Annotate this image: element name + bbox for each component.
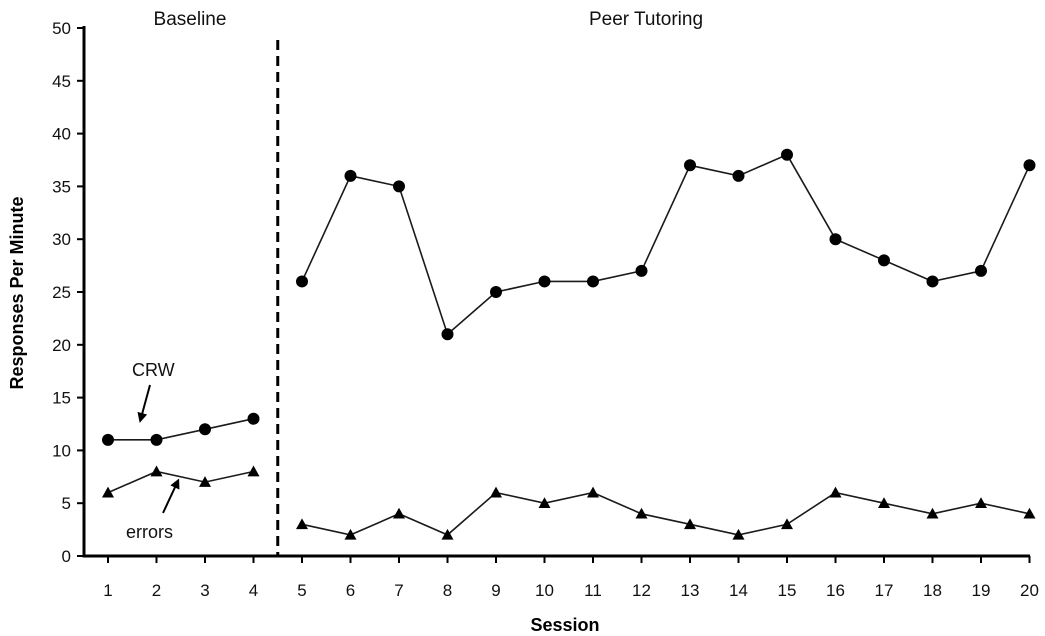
data-point [247,412,260,425]
data-point [393,180,405,193]
y-axis-title: Responses Per Minute [7,196,27,389]
x-tick-label: 2 [152,581,161,600]
series-line [107,470,254,494]
annotation-crw-arrow [137,384,151,423]
y-tick-label: 35 [52,177,71,196]
x-tick-label: 20 [1020,581,1039,600]
data-point [490,486,502,498]
data-point [490,286,502,298]
data-point [975,264,987,277]
x-tick-label: 17 [875,581,894,600]
data-point [393,507,405,519]
data-point [635,264,648,277]
x-tick-label: 7 [394,581,403,600]
data-point [344,169,357,182]
series-errors [102,465,1036,540]
data-point [150,433,163,446]
data-point [102,433,114,446]
data-point [587,486,599,498]
data-point [829,486,842,498]
data-point [296,518,308,530]
data-point [441,328,454,341]
series-line [301,491,1030,536]
data-point [926,275,939,288]
series-line [301,153,1031,336]
data-point [247,465,260,477]
data-point [878,497,890,508]
y-tick-label: 30 [52,230,71,249]
data-point [199,476,211,487]
y-tick-label: 45 [52,72,71,91]
x-tick-label: 4 [249,581,258,600]
y-tick-label: 0 [62,547,71,566]
data-point [781,148,793,161]
data-point [1023,159,1036,172]
data-point [296,275,308,288]
x-tick-label: 19 [972,581,991,600]
x-tick-label: 5 [297,581,306,600]
data-point [732,169,745,182]
annotation-errors-label: errors [126,522,173,542]
y-tick-label: 15 [52,389,71,408]
x-tick-label: 8 [443,581,452,600]
annotation-errors-arrow [162,478,180,514]
data-point [538,275,551,288]
y-tick-label: 20 [52,336,71,355]
x-tick-label: 16 [826,581,845,600]
data-point [829,233,842,246]
x-tick-label: 15 [778,581,797,600]
y-tick-label: 5 [62,494,71,513]
x-tick-label: 12 [632,581,651,600]
x-tick-label: 11 [584,581,602,600]
data-point [975,497,987,508]
y-tick-label: 40 [52,125,71,144]
y-tick-label: 10 [52,441,71,460]
data-point [878,254,890,267]
data-point [1023,507,1036,519]
data-point [199,423,211,436]
x-tick-label: 3 [200,581,209,600]
data-point [926,507,939,519]
y-axis-ticks: 0 5 10 15 20 25 30 35 40 45 50 [52,19,84,566]
data-point [684,159,696,172]
x-axis-title: Session [530,615,599,635]
y-tick-label: 25 [52,283,71,302]
x-tick-label: 6 [346,581,355,600]
data-point [587,275,599,288]
x-tick-label: 1 [103,581,112,600]
annotation-crw-label: CRW [132,360,175,380]
series-crw [102,148,1036,446]
data-point [635,507,648,519]
phase-label-baseline: Baseline [154,9,227,30]
y-tick-label: 50 [52,19,71,38]
data-point [781,518,793,530]
x-tick-label: 9 [491,581,500,600]
data-point [441,528,454,540]
series-line [108,417,254,441]
data-point [538,497,551,508]
data-point [344,528,357,540]
x-axis-ticks: 1 2 3 4 5 6 7 8 9 10 11 12 13 14 15 16 17 18 19 20 [103,556,1039,600]
x-tick-label: 14 [729,581,748,600]
data-point [684,518,696,530]
series-layer [102,148,1036,540]
x-tick-label: 18 [923,581,942,600]
phase-label-peer-tutoring: Peer Tutoring [589,9,703,30]
data-point [732,528,745,540]
data-point [102,486,114,498]
x-tick-label: 10 [535,581,554,600]
data-point [150,465,163,477]
x-tick-label: 13 [681,581,700,600]
